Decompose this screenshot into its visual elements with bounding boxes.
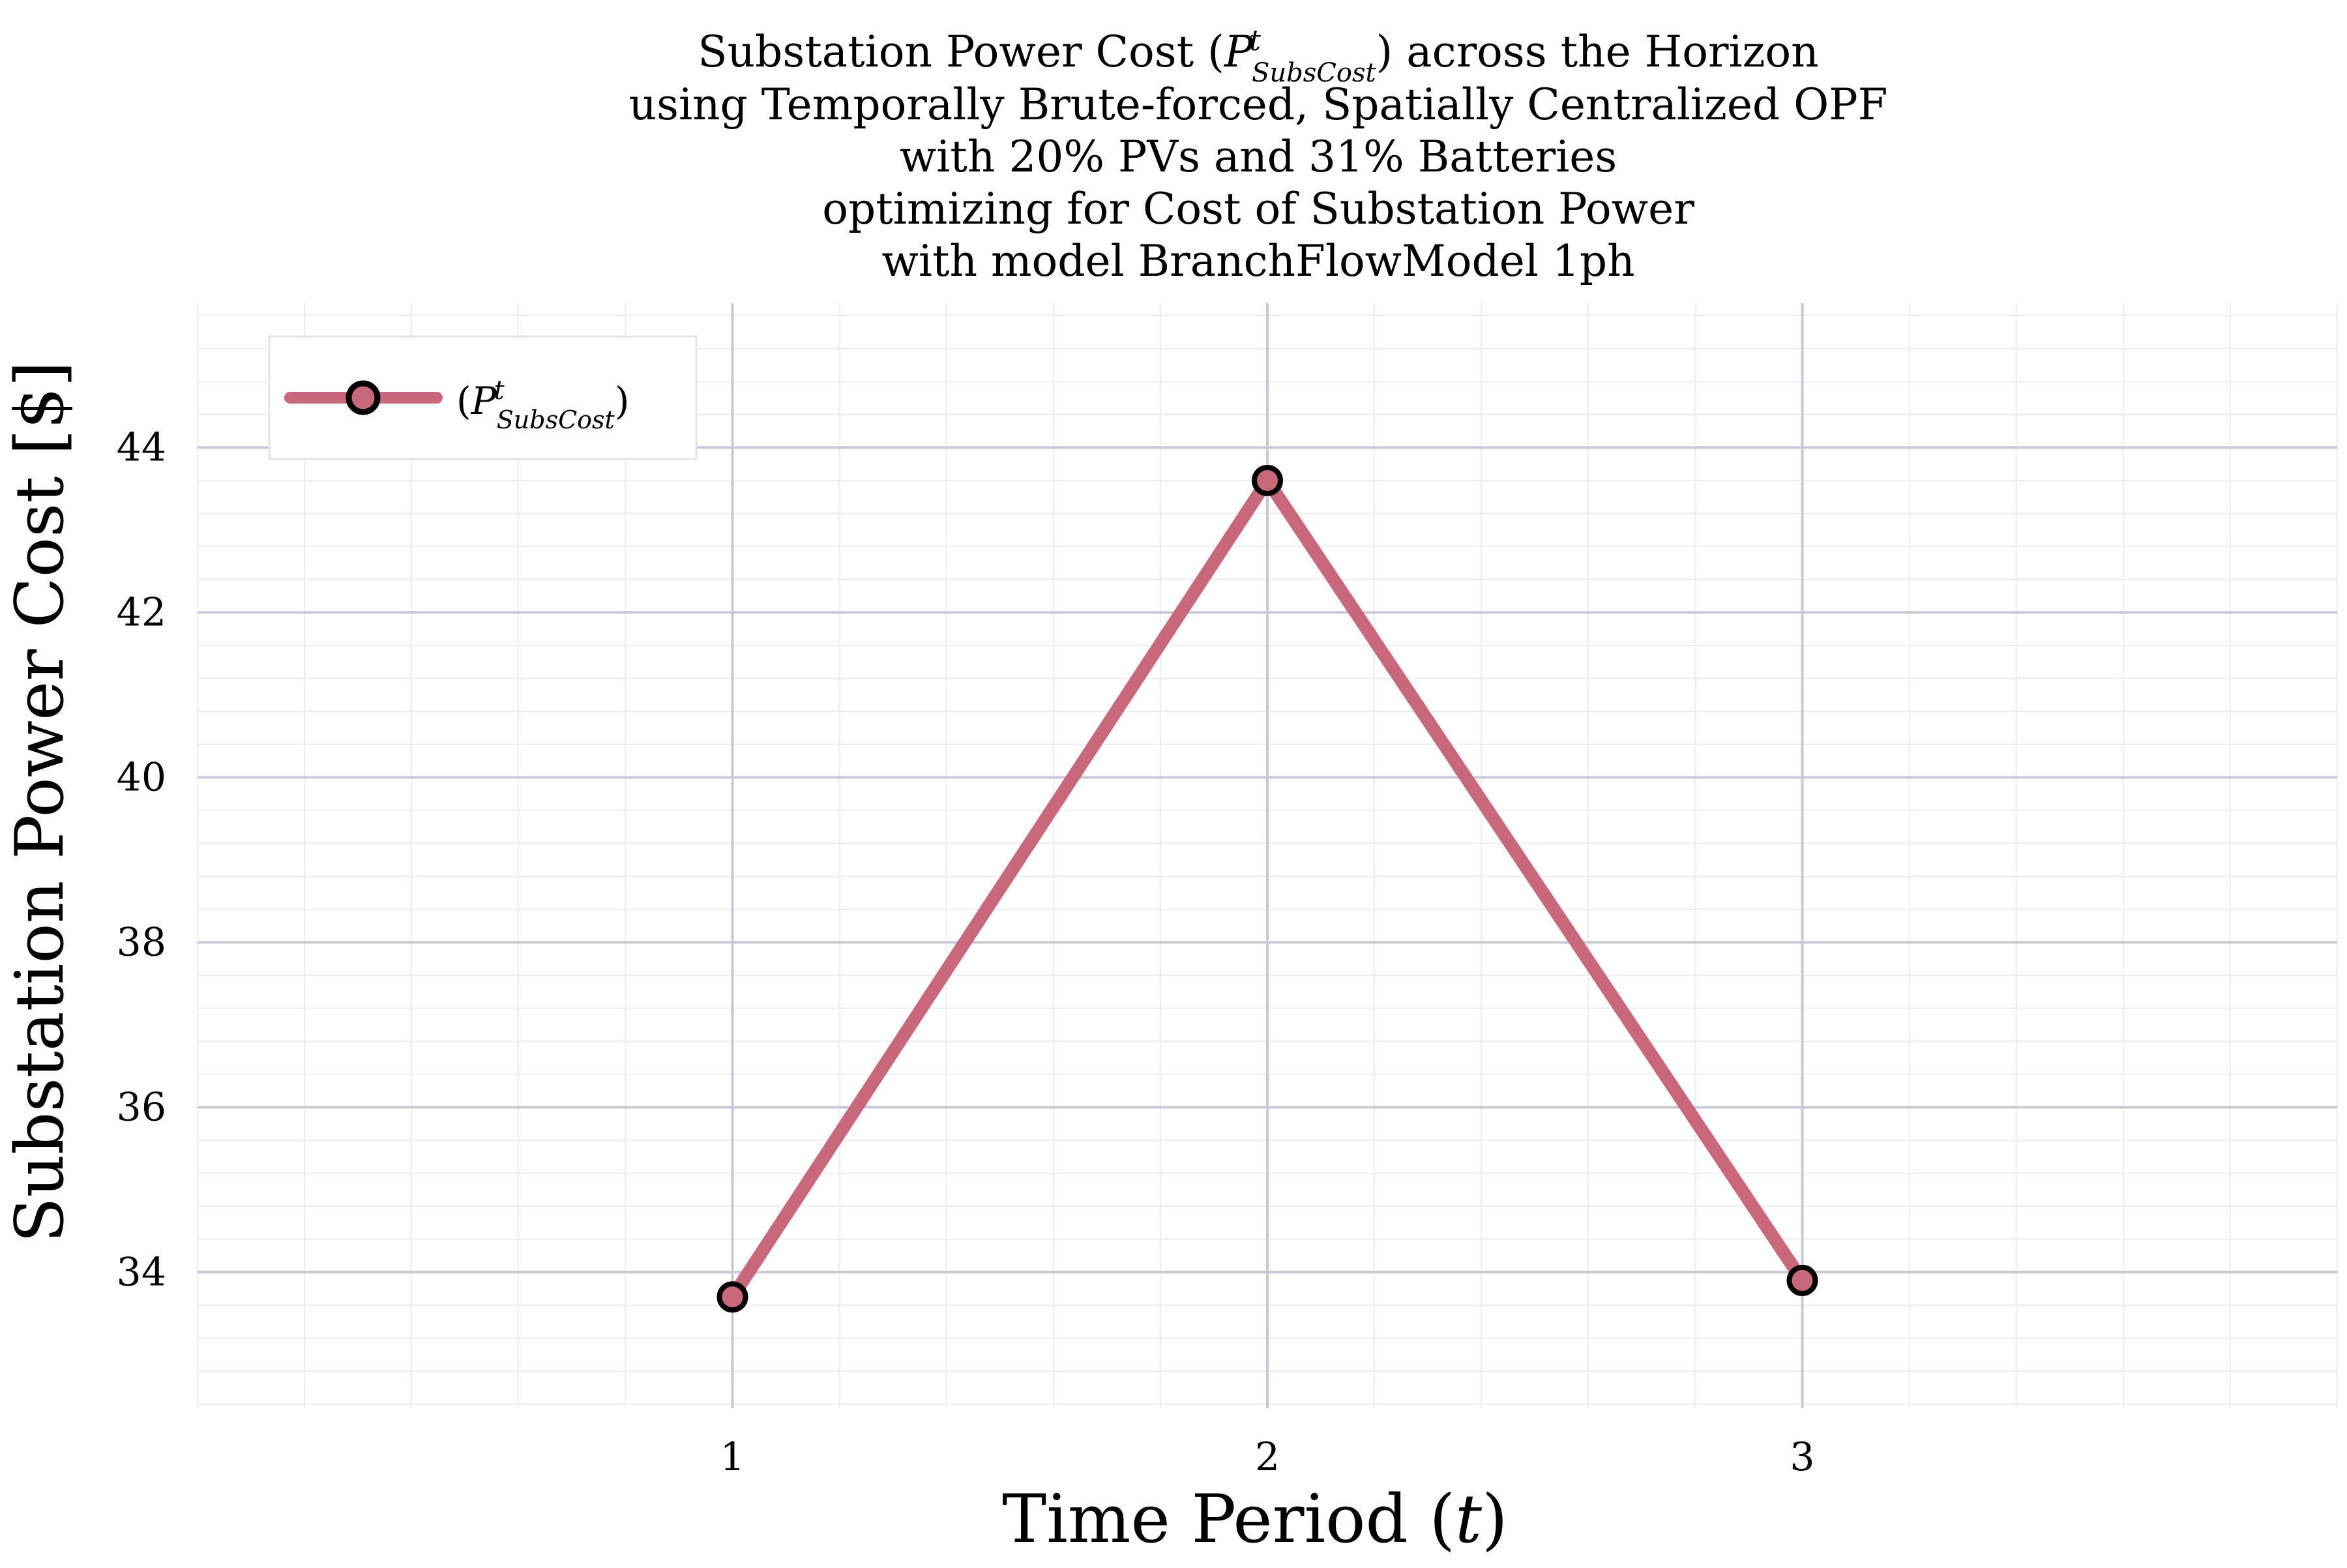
data-point-marker [716,1281,748,1313]
data-point-marker [1786,1264,1818,1296]
x-tick-label: 3 [1790,1434,1814,1480]
x-axis-label: Time Period (t) [1002,1481,1508,1558]
y-tick-label: 42 [117,589,166,635]
series-layer [716,464,1818,1313]
chart-title-line-2: using Temporally Brute-forced, Spatially… [629,80,1888,130]
x-tick-label: 1 [720,1434,745,1480]
y-tick-label: 36 [117,1084,166,1130]
y-tick-label: 44 [117,424,166,470]
y-tick-label: 38 [117,919,166,965]
chart-title-line-3: with 20% PVs and 31% Batteries [900,132,1617,182]
chart-title: Substation Power Cost (Pt SubsCost) acros… [629,24,1888,287]
x-tick-label: 2 [1255,1434,1280,1480]
chart-title-line-4: optimizing for Cost of Substation Power [822,184,1694,234]
legend: (Pt SubsCost) [268,335,698,460]
y-axis-label: Substation Power Cost [$] [1,361,79,1243]
tick-labels: 1 2 3 34 36 38 40 42 44 [117,424,1815,1480]
chart-title-line-5: with model BranchFlowModel 1ph [881,236,1634,286]
y-tick-label: 40 [117,754,166,800]
chart-title-line-1: Substation Power Cost (Pt SubsCost) acros… [698,24,1818,89]
data-point-marker [1252,464,1283,496]
legend-label: (Pt SubsCost) [456,376,629,434]
y-tick-label: 34 [117,1249,166,1295]
legend-marker [346,380,381,415]
